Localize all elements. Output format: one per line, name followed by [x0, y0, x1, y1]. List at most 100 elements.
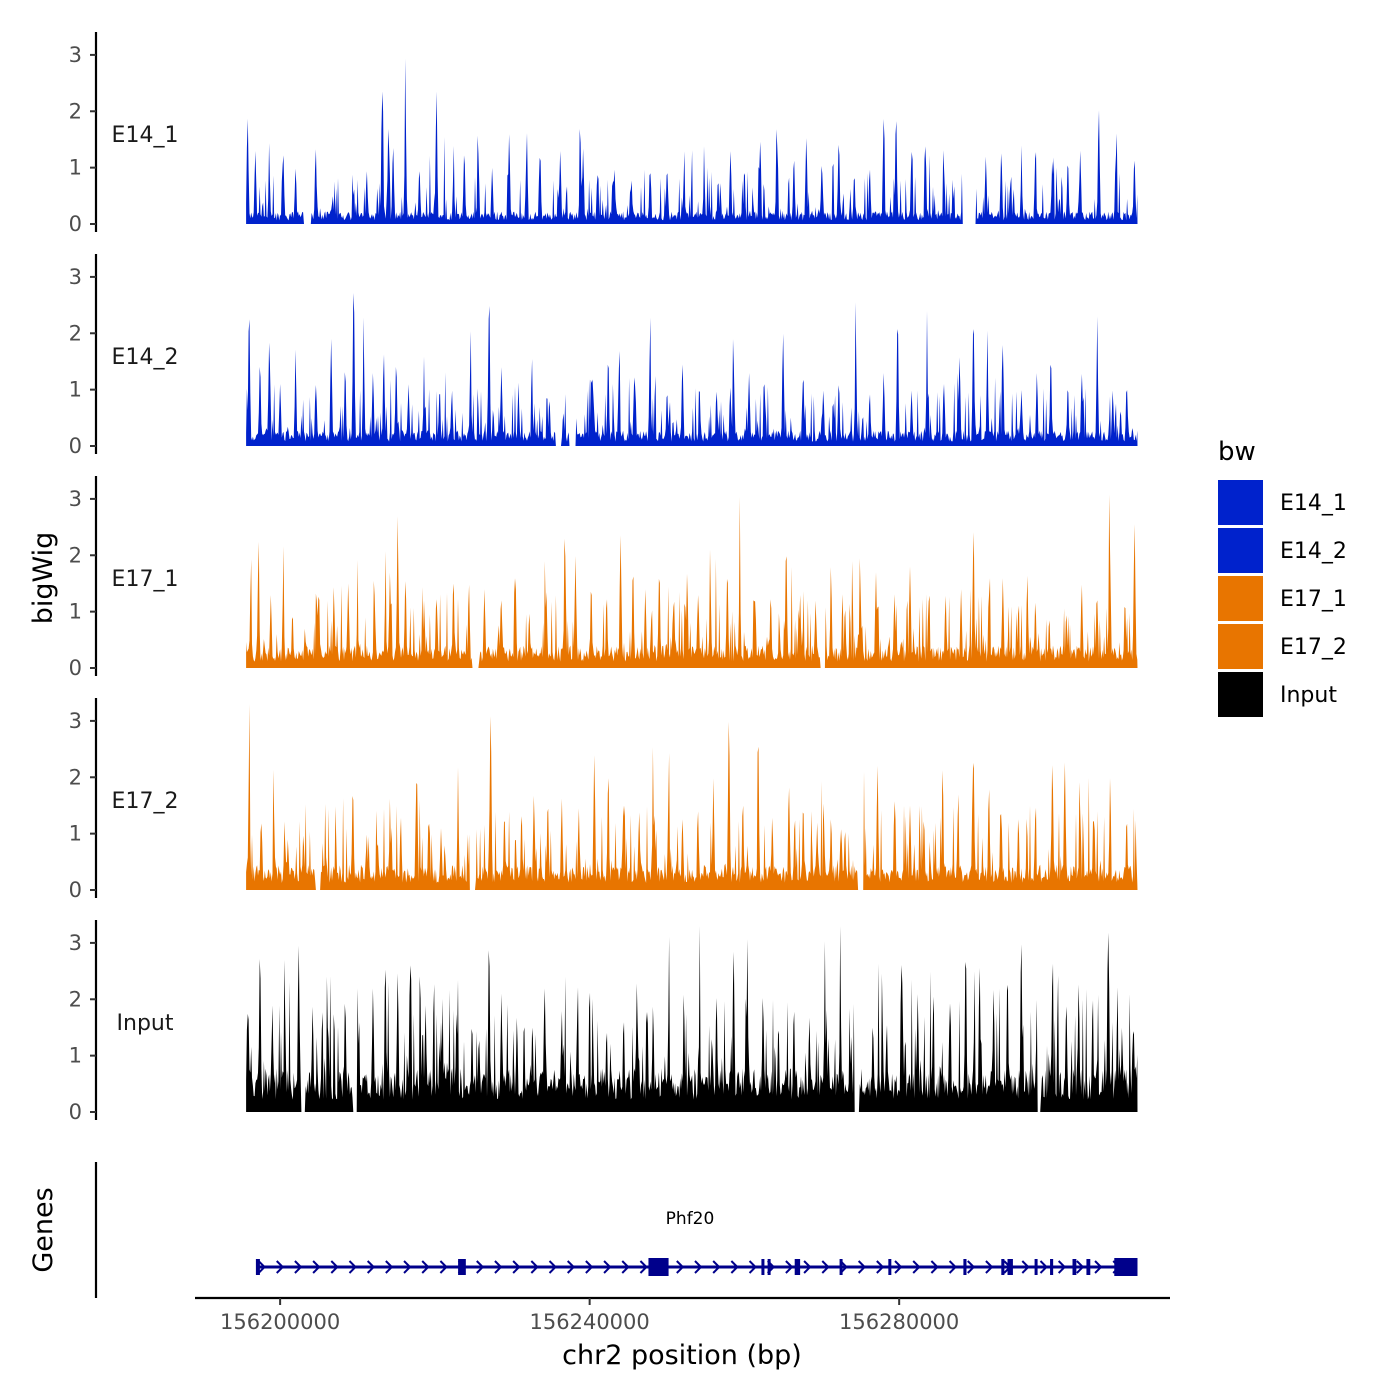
gene-strand-arrow [439, 1260, 448, 1274]
y-tick-label-E14_1-1: 1 [69, 156, 82, 180]
gene-strand-arrow [603, 1260, 612, 1274]
y-tick-label-E14_1-2: 2 [69, 99, 82, 123]
gene-strand-arrow [385, 1260, 394, 1274]
signal-area-E17_1 [246, 494, 1138, 668]
legend-swatch-E14_1 [1218, 480, 1263, 525]
gene-strand-arrow [348, 1260, 357, 1274]
gene-strand-arrow [930, 1260, 939, 1274]
y-tick-label-E17_1-2: 2 [69, 543, 82, 567]
track-Input: 0 1 2 3 Input [69, 920, 1138, 1124]
gene-name-label: Phf20 [666, 1209, 715, 1229]
gene-strand-arrow [257, 1260, 266, 1274]
genes-panel: Genes Phf20 [28, 1162, 1138, 1298]
gene-strand-arrow [785, 1260, 794, 1274]
gene-strand-arrow [1076, 1260, 1085, 1274]
gene-strand-arrow [1039, 1260, 1048, 1274]
x-tick-label-0: 156200000 [220, 1310, 340, 1334]
x-axis: 156200000 156240000 156280000 chr2 positio… [195, 1296, 1170, 1371]
gene-strand-arrow [821, 1260, 830, 1274]
gene-strand-arrow [585, 1260, 594, 1274]
gene-exon-10 [1001, 1259, 1005, 1275]
y-tick-label-E14_1-0: 0 [69, 212, 82, 236]
signal-area-E17_2 [246, 704, 1138, 890]
gene-strand-arrow [512, 1260, 521, 1274]
gene-exon-15 [1086, 1259, 1091, 1275]
gene-exon-16 [1114, 1258, 1138, 1276]
y-tick-label-E17_1-1: 1 [69, 600, 82, 624]
gene-strand-arrow [1094, 1260, 1103, 1274]
legend-items: E14_1 E14_2 E17_1 E17_2 Input [1218, 480, 1347, 717]
gene-strand-arrow [730, 1260, 739, 1274]
gene-exon-3 [648, 1258, 669, 1276]
y-tick-label-E14_2-1: 1 [69, 378, 82, 402]
signal-area-Input [246, 926, 1138, 1112]
track-E14_2: 0 1 2 3 E14_2 [69, 254, 1138, 458]
track-label-Input: Input [117, 1011, 174, 1036]
signal-area-E14_1 [246, 58, 1138, 224]
x-tick-label-2: 156280000 [839, 1310, 959, 1334]
gene-strand-arrow [803, 1260, 812, 1274]
y-tick-label-E17_2-3: 3 [69, 709, 82, 733]
gene-strand-arrow [294, 1260, 303, 1274]
gene-strand-arrow [967, 1260, 976, 1274]
gene-strand-arrow [403, 1260, 412, 1274]
gene-strand-arrow [876, 1260, 885, 1274]
track-label-E14_1: E14_1 [112, 123, 179, 148]
gene-strand-arrow [276, 1260, 285, 1274]
gene-strand-arrow [694, 1260, 703, 1274]
legend: bw E14_1 E14_2 E17_1 E17_2 Input [1218, 437, 1347, 717]
track-label-E17_2: E17_2 [112, 789, 179, 814]
gene-strand-arrow [1021, 1260, 1030, 1274]
gene-exon-6 [794, 1259, 801, 1275]
legend-label-Input: Input [1280, 683, 1337, 708]
gene-exon-1 [256, 1259, 260, 1275]
gene-exon-5 [767, 1259, 771, 1275]
gene-strand-arrow [948, 1260, 957, 1274]
y-tick-label-Input-3: 3 [69, 931, 82, 955]
gene-exon-7 [839, 1259, 843, 1275]
legend-label-E17_1: E17_1 [1280, 587, 1347, 612]
legend-swatch-E17_1 [1218, 576, 1263, 621]
gene-exon-4 [761, 1259, 765, 1275]
gene-strand-arrow [421, 1260, 430, 1274]
gene-strand-arrow [894, 1260, 903, 1274]
gene-exon-13 [1050, 1259, 1054, 1275]
signal-tracks: 0 1 2 3 E14_1 0 1 2 3 E14_2 0 1 2 3 E17_1 0 1 2 3 E17_2 0 1 2 3… [69, 32, 1138, 1124]
y-axis-title: bigWig [28, 532, 59, 625]
gene-strand-arrow [494, 1260, 503, 1274]
gene-strand-arrow [912, 1260, 921, 1274]
legend-swatch-E14_2 [1218, 528, 1263, 573]
gene-strand-arrow [330, 1260, 339, 1274]
gene-model [255, 1258, 1138, 1276]
y-tick-label-E17_2-1: 1 [69, 822, 82, 846]
legend-label-E14_2: E14_2 [1280, 539, 1347, 564]
track-E14_1: 0 1 2 3 E14_1 [69, 32, 1138, 236]
gene-strand-arrow [985, 1260, 994, 1274]
track-E17_2: 0 1 2 3 E17_2 [69, 698, 1138, 902]
gene-exon-2 [458, 1259, 466, 1275]
track-label-E14_2: E14_2 [112, 345, 179, 370]
gene-strand-arrow [676, 1260, 685, 1274]
genes-axis-title: Genes [28, 1187, 59, 1272]
gene-exon-8 [888, 1259, 892, 1275]
y-tick-label-E14_2-2: 2 [69, 321, 82, 345]
x-axis-title: chr2 position (bp) [562, 1340, 802, 1371]
legend-title: bw [1218, 437, 1256, 467]
gene-strand-arrow [1057, 1260, 1067, 1274]
y-tick-label-Input-2: 2 [69, 987, 82, 1011]
gene-strand-arrow [366, 1260, 376, 1274]
gene-strand-arrow [748, 1260, 757, 1274]
gene-exon-14 [1072, 1259, 1077, 1275]
y-tick-label-Input-0: 0 [69, 1100, 82, 1124]
x-tick-label-1: 156240000 [530, 1310, 650, 1334]
gene-exon-12 [1034, 1259, 1038, 1275]
gene-strand-arrow [476, 1260, 485, 1274]
gene-exon-9 [963, 1259, 967, 1275]
gene-strand-arrow [857, 1260, 867, 1274]
y-tick-label-E17_2-0: 0 [69, 878, 82, 902]
y-tick-label-E14_2-3: 3 [69, 265, 82, 289]
gene-strand-arrow [312, 1260, 321, 1274]
gene-strand-arrow [530, 1260, 539, 1274]
x-ticks: 156200000 156240000 156280000 [220, 1298, 959, 1334]
gene-strand-arrow [621, 1260, 630, 1274]
